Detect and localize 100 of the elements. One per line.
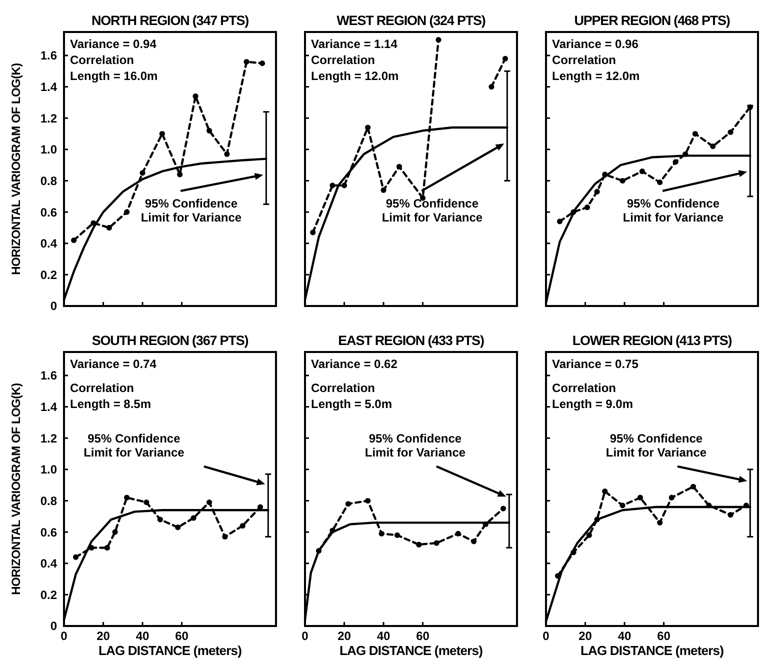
y-axis-title: HORIZONTAL VARIOGRAM OF LOG(K): [9, 62, 23, 275]
annotation: 95% Confidence Limit for Variance: [84, 431, 185, 460]
annotation: Variance = 0.74: [70, 357, 157, 371]
y-tick-label: 1.2: [40, 111, 58, 126]
annotation: Correlation: [70, 53, 134, 67]
x-tick-label: 60: [175, 629, 189, 643]
y-tick-label: 0.4: [40, 556, 58, 571]
x-tick-label: 40: [136, 629, 150, 643]
point: [690, 484, 696, 490]
chart-title: NORTH REGION (347 PTS): [91, 13, 249, 28]
y-tick-label: 0: [50, 299, 58, 314]
point: [378, 530, 384, 536]
chart-title: EAST REGION (433 PTS): [338, 333, 484, 348]
point: [594, 516, 600, 522]
annotation: Length = 12.0m: [311, 69, 399, 83]
x-axis-title: LAG DISTANCE (meters): [339, 643, 483, 658]
annotation: Correlation: [552, 381, 616, 395]
x-tick-label: 40: [618, 629, 632, 643]
point: [584, 204, 590, 210]
y-tick-label: 1.6: [40, 368, 58, 383]
annotation: 95% Confidence Limit for Variance: [140, 196, 242, 224]
point: [639, 168, 645, 174]
point: [71, 237, 77, 244]
annotation: Variance = 0.62: [311, 357, 398, 371]
point: [728, 129, 734, 136]
point: [365, 498, 371, 504]
point: [90, 220, 96, 226]
point: [436, 37, 442, 43]
point: [668, 494, 674, 500]
point: [455, 530, 461, 536]
x-tick-label: 60: [416, 629, 430, 643]
point: [482, 521, 488, 528]
point: [396, 164, 402, 170]
point: [657, 180, 663, 186]
point: [416, 542, 422, 548]
y-tick-label: 0.8: [40, 174, 58, 188]
point: [570, 550, 576, 556]
point: [224, 151, 230, 157]
annotation: 95% Confidence Limit for Variance: [364, 431, 466, 460]
point: [682, 151, 688, 157]
x-tick-label: 20: [578, 629, 592, 643]
point: [345, 501, 351, 507]
point: [175, 524, 181, 530]
annotation: Variance = 0.94: [70, 37, 157, 51]
y-tick-label: 1.4: [40, 80, 58, 94]
point: [112, 529, 118, 535]
y-tick-label: 0.4: [40, 236, 58, 251]
x-tick-label: 60: [657, 629, 671, 643]
point: [222, 534, 228, 540]
chart-title: UPPER REGION (468 PTS): [574, 13, 730, 28]
point: [316, 548, 322, 554]
point: [88, 544, 94, 551]
annotation: 95% Confidence Limit for Variance: [606, 431, 707, 460]
annotation: Correlation: [311, 381, 376, 395]
annotation: 95% Confidence Limit for Variance: [622, 196, 724, 224]
point: [556, 218, 563, 224]
y-tick-label: 1.0: [40, 462, 58, 477]
point: [144, 500, 150, 506]
y-tick-label: 0.6: [40, 525, 58, 540]
annotation: Variance = 1.14: [311, 37, 398, 51]
point: [657, 520, 663, 526]
point: [500, 506, 506, 512]
point: [106, 224, 112, 231]
point: [330, 182, 336, 188]
annotation: Variance = 0.96: [552, 37, 639, 51]
y-tick-label: 1.2: [40, 431, 58, 446]
x-tick-label: 20: [338, 629, 352, 643]
x-tick-label: 0: [302, 629, 309, 643]
y-tick-label: 1.0: [40, 142, 58, 157]
annotation: Length = 12.0m: [552, 69, 640, 83]
y-tick-label: 1.6: [40, 48, 58, 63]
point: [471, 538, 477, 544]
point: [394, 532, 400, 538]
point: [157, 516, 163, 522]
point: [330, 528, 336, 534]
point: [728, 512, 734, 518]
point: [602, 488, 608, 494]
y-tick-label: 0.2: [40, 268, 58, 282]
annotation: Variance = 0.75: [552, 357, 639, 371]
y-tick-label: 0.6: [40, 205, 58, 220]
chart-title: LOWER REGION (413 PTS): [572, 333, 732, 348]
point: [502, 56, 508, 62]
x-tick-label: 0: [60, 629, 68, 643]
point: [192, 93, 198, 99]
point: [434, 540, 440, 546]
annotation: Length = 5.0m: [311, 397, 392, 411]
y-tick-label: 0: [50, 619, 58, 634]
point: [602, 172, 608, 178]
point: [206, 500, 212, 506]
x-tick-label: 40: [376, 629, 391, 643]
annotation: Correlation: [70, 381, 134, 395]
point: [244, 58, 250, 65]
y-tick-label: 0.2: [40, 588, 58, 602]
annotation: 95% Confidence Limit for Variance: [382, 196, 483, 224]
point: [104, 544, 110, 551]
y-axis-title: HORIZONTAL VARIOGRAM OF LOG(K): [9, 382, 23, 595]
point: [710, 143, 716, 150]
point: [488, 84, 494, 90]
point: [124, 494, 130, 500]
point: [140, 170, 146, 176]
